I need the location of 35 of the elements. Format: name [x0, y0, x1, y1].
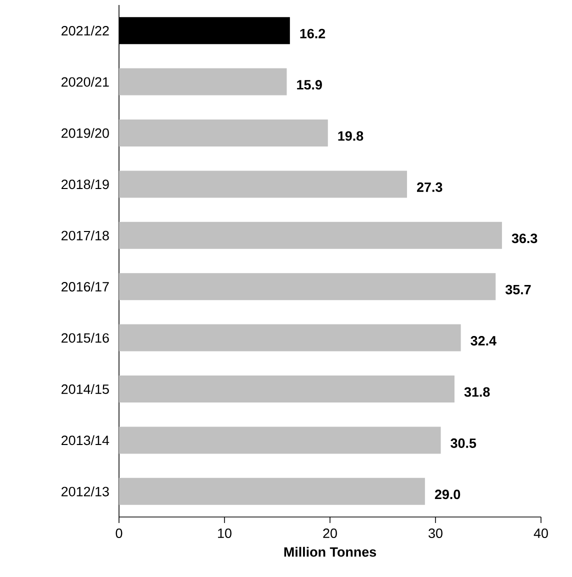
data-label: 36.3: [512, 234, 538, 244]
bar: [119, 170, 408, 198]
y-tick-label: 2020/21: [62, 76, 109, 87]
y-tick-label: 2015/16: [62, 332, 109, 343]
x-axis-title: Million Tonnes: [284, 546, 376, 557]
y-tick-label: 2012/13: [62, 486, 109, 496]
data-label: 35.7: [505, 284, 531, 294]
bar: [119, 426, 441, 454]
bar: [119, 376, 454, 403]
bar: [119, 478, 425, 505]
y-tick-label: 2019/20: [62, 128, 109, 138]
y-tick-label: 2018/19: [62, 179, 109, 190]
y-tick-label: 2021/22: [62, 26, 109, 36]
data-label: 31.8: [464, 387, 490, 397]
data-label: 27.3: [417, 182, 442, 192]
x-tick-label: 0: [116, 528, 122, 538]
data-label: 19.8: [338, 131, 364, 141]
bar: [119, 68, 287, 96]
data-label: 32.4: [470, 336, 496, 346]
bar: [119, 120, 328, 147]
data-label: 16.2: [300, 28, 326, 38]
x-tick-label: 10: [218, 528, 232, 538]
y-tick-label: 2013/14: [62, 435, 110, 446]
x-tick-label: 40: [534, 528, 548, 538]
x-tick-label: 20: [323, 528, 337, 538]
data-label: 30.5: [450, 438, 476, 448]
y-tick-label: 2016/17: [62, 282, 109, 292]
data-label: 29.0: [434, 490, 460, 500]
bar: [119, 222, 502, 249]
data-label: 15.9: [297, 80, 322, 90]
x-tick-label: 30: [428, 528, 442, 538]
bar: [119, 324, 461, 352]
y-tick-label: 2014/15: [62, 384, 109, 394]
y-tick-label: 2017/18: [62, 230, 109, 240]
bar: [119, 273, 496, 300]
